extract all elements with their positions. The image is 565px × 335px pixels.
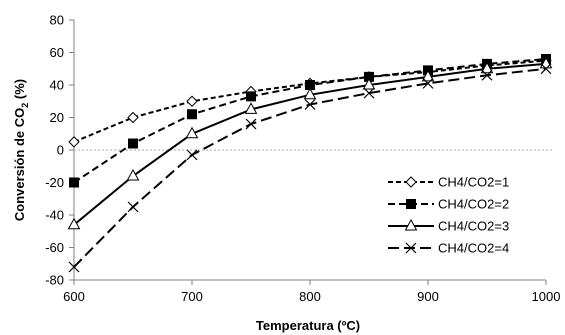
- legend-item-4: CH4/CO2=4: [388, 241, 509, 256]
- data-point: [303, 87, 317, 100]
- y-tick-label: 60: [50, 45, 64, 60]
- data-point: [68, 261, 80, 273]
- data-point: [480, 61, 494, 74]
- legend-item-2: CH4/CO2=2: [388, 197, 509, 212]
- data-point: [481, 69, 493, 81]
- tick-labels: -80 -60 -40 -20 0 20 40 60 80 600 700 800 900 1000: [45, 13, 560, 305]
- y-tick-label: 80: [50, 13, 64, 28]
- legend-label: CH4/CO2=2: [438, 197, 509, 212]
- data-point: [246, 91, 256, 102]
- legend-marker: [404, 218, 418, 231]
- x-tick-label: 900: [417, 289, 439, 304]
- x-axis-title: Temperatura (ºC): [256, 318, 360, 333]
- y-axis-title-subscript: 2: [20, 103, 30, 108]
- legend-item-3: CH4/CO2=3: [388, 219, 509, 234]
- legend-marker: [406, 199, 416, 209]
- y-tick-label: -80: [45, 273, 64, 288]
- data-point: [126, 168, 140, 181]
- data-point: [127, 111, 139, 124]
- y-axis-title: Conversión de CO2 (%): [12, 79, 30, 221]
- legend-label: CH4/CO2=3: [438, 219, 509, 234]
- data-point: [244, 102, 258, 114]
- data-point: [422, 77, 434, 89]
- legend-marker: [405, 242, 417, 254]
- x-tick-label: 600: [63, 289, 85, 304]
- data-point: [187, 109, 197, 120]
- data-point: [128, 138, 138, 149]
- data-point: [185, 126, 199, 139]
- y-tick-label: -40: [45, 208, 64, 223]
- data-point: [127, 201, 139, 213]
- series-line: [73, 58, 547, 184]
- data-point: [540, 63, 552, 75]
- series-4: [68, 63, 552, 273]
- data-point: [421, 69, 435, 82]
- data-point: [186, 149, 198, 161]
- x-tick-label: 1000: [532, 289, 561, 304]
- x-tick-label: 700: [181, 289, 203, 304]
- y-tick-label: 20: [50, 110, 64, 125]
- series-line: [73, 59, 547, 143]
- series-3: [67, 56, 553, 230]
- y-tick-label: -20: [45, 175, 64, 190]
- data-point: [362, 77, 376, 90]
- legend-label: CH4/CO2=1: [438, 175, 509, 190]
- y-tick-label: 0: [57, 143, 64, 158]
- legend: CH4/CO2=1 CH4/CO2=2 CH4/CO2=3 CH4/CO2=4: [388, 175, 509, 256]
- legend-label: CH4/CO2=4: [438, 241, 509, 256]
- y-tick-label: 40: [50, 78, 64, 93]
- data-point: [186, 95, 198, 107]
- legend-marker: [405, 176, 417, 188]
- data-point: [304, 99, 316, 110]
- series-2: [69, 54, 551, 188]
- x-tick-label: 800: [299, 289, 321, 304]
- legend-item-1: CH4/CO2=1: [388, 175, 509, 190]
- data-point: [245, 118, 257, 130]
- y-axis-title-unit: (%): [12, 79, 27, 103]
- data-point: [68, 136, 80, 148]
- y-axis-title-main: Conversión de CO: [12, 108, 27, 221]
- data-point: [69, 177, 79, 188]
- series-group: [67, 54, 553, 273]
- data-point: [67, 217, 81, 230]
- y-tick-label: -60: [45, 240, 64, 255]
- data-point: [363, 87, 375, 99]
